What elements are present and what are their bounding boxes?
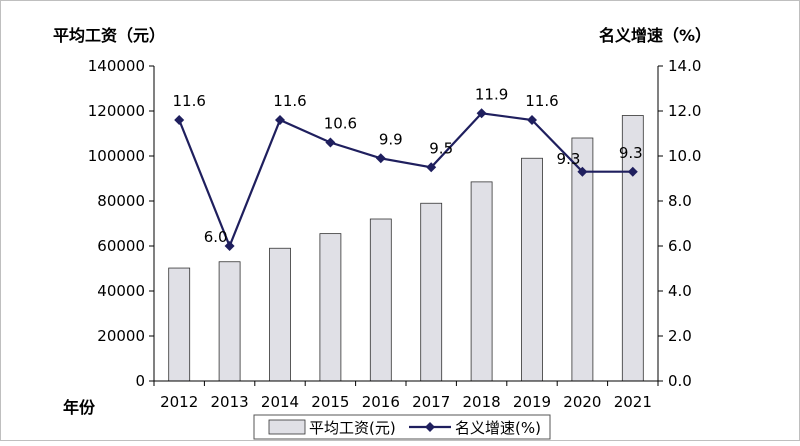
left-tick-label: 20000 [97, 327, 145, 345]
data-label: 9.3 [557, 150, 581, 168]
x-tick-label: 2019 [513, 393, 551, 411]
left-tick-label: 60000 [97, 237, 145, 255]
growth-point-2019 [527, 115, 537, 125]
left-tick-label: 100000 [88, 147, 145, 165]
x-tick-label: 2015 [311, 393, 349, 411]
left-tick-label: 40000 [97, 282, 145, 300]
data-label: 11.6 [172, 92, 205, 110]
x-tick-label: 2016 [362, 393, 400, 411]
bar-2015 [319, 233, 342, 382]
data-label: 6.0 [204, 228, 228, 246]
bar-2017 [420, 202, 443, 382]
data-label: 9.3 [619, 144, 643, 162]
data-label: 11.6 [525, 92, 558, 110]
growth-point-2014 [275, 115, 285, 125]
legend-label-bar: 平均工资(元) [309, 419, 396, 437]
right-tick-label: 4.0 [668, 282, 692, 300]
x-tick-label: 2014 [261, 393, 299, 411]
x-axis-title: 年份 [63, 398, 96, 417]
growth-point-2015 [325, 137, 336, 148]
growth-point-2017 [426, 162, 437, 173]
right-tick-label: 6.0 [668, 237, 692, 255]
left-tick-label: 0 [135, 372, 145, 390]
growth-point-2016 [375, 153, 386, 164]
bar-2016 [369, 218, 392, 382]
bar-2018 [470, 181, 493, 382]
left-tick-label: 140000 [88, 57, 145, 75]
bar-2013 [218, 261, 241, 382]
legend-label-line: 名义增速(%) [455, 419, 541, 437]
growth-point-2020 [577, 166, 588, 177]
left-tick-label: 80000 [97, 192, 145, 210]
growth-point-2021 [627, 166, 638, 177]
growth-line [178, 112, 633, 249]
right-tick-label: 12.0 [668, 102, 701, 120]
growth-point-2013 [224, 241, 235, 251]
data-label: 11.9 [475, 85, 508, 103]
right-axis-title: 名义增速（%） [599, 26, 711, 45]
right-tick-label: 10.0 [668, 147, 701, 165]
bar-2019 [521, 157, 543, 382]
growth-point-2018 [476, 108, 487, 119]
x-tick-label: 2017 [412, 393, 450, 411]
legend-swatch-bar [268, 419, 306, 435]
bar-2014 [269, 247, 291, 382]
left-axis-title: 平均工资（元） [53, 26, 165, 45]
x-tick-label: 2013 [211, 393, 249, 411]
x-tick-label: 2021 [614, 393, 652, 411]
right-tick-label: 2.0 [668, 327, 692, 345]
bar-2012 [168, 267, 191, 382]
left-tick-label: 120000 [88, 102, 145, 120]
right-tick-label: 8.0 [668, 192, 692, 210]
data-label: 11.6 [273, 92, 306, 110]
x-tick-label: 2012 [160, 393, 198, 411]
legend-marker-diamond [425, 422, 435, 432]
data-label: 9.5 [429, 139, 453, 157]
x-tick-label: 2018 [463, 393, 501, 411]
right-tick-label: 14.0 [668, 57, 701, 75]
x-tick-label: 2020 [563, 393, 601, 411]
data-label: 10.6 [324, 115, 357, 133]
right-tick-label: 0.0 [668, 372, 692, 390]
legend: 平均工资(元) 名义增速(%) [253, 414, 551, 440]
data-label: 9.9 [379, 130, 403, 148]
growth-point-2012 [174, 115, 185, 125]
